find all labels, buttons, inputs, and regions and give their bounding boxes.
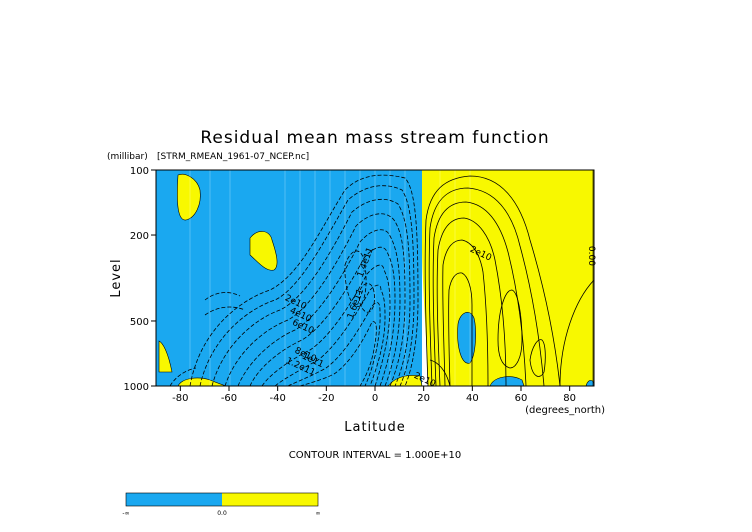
x-units-label: (degrees_north)	[525, 405, 605, 416]
colorbar	[125, 492, 319, 507]
positive-blob-1	[176, 173, 201, 221]
x-axis: -80 -60 -40 -20 0 20 40 60 80	[172, 386, 576, 404]
positive-blob-2	[249, 231, 278, 271]
x-tick-label: 40	[466, 393, 479, 404]
positive-fill	[422, 170, 594, 386]
colorbar-positive	[222, 493, 318, 506]
x-tick-label: 20	[417, 393, 430, 404]
x-tick-label: -40	[269, 393, 285, 404]
positive-blob-3	[158, 340, 173, 373]
colorbar-frame	[125, 492, 319, 507]
y-axis: 100 200 500 1000	[124, 166, 156, 393]
colorbar-tick-label: 0.0	[217, 510, 227, 517]
x-tick-label: -20	[318, 393, 334, 404]
y-tick-label: 200	[130, 231, 149, 242]
x-tick-label: 0	[372, 393, 378, 404]
colorbar-tick-label: -∞	[122, 510, 129, 517]
plot-area	[156, 170, 594, 386]
x-tick-label: 80	[563, 393, 576, 404]
colorbar-labels: -∞ 0.0 ∞	[122, 510, 320, 517]
negative-blob-1	[457, 312, 476, 364]
x-tick-label: -80	[172, 393, 188, 404]
y-tick-label: 500	[130, 317, 149, 328]
colorbar-tick-label: ∞	[316, 510, 321, 517]
negative-contours	[169, 174, 419, 386]
chart-title: Residual mean mass stream function	[200, 128, 549, 148]
y-axis-title: Level	[109, 258, 124, 297]
y-units-label: (millibar)	[107, 152, 148, 162]
y-tick-label: 1000	[124, 382, 149, 393]
contour-label: 0.00	[586, 246, 596, 266]
positive-contours	[424, 175, 594, 386]
chart-subtitle: [STRM_RMEAN_1961-07_NCEP.nc]	[157, 152, 309, 162]
y-tick-label: 100	[130, 166, 149, 177]
negative-blob-2	[489, 376, 525, 386]
x-tick-label: -60	[221, 393, 237, 404]
contour-interval-text: CONTOUR INTERVAL = 1.000E+10	[289, 450, 461, 461]
x-tick-label: 60	[515, 393, 528, 404]
colorbar-negative	[126, 493, 222, 506]
negative-fill	[156, 170, 422, 386]
x-axis-title: Latitude	[344, 420, 406, 435]
